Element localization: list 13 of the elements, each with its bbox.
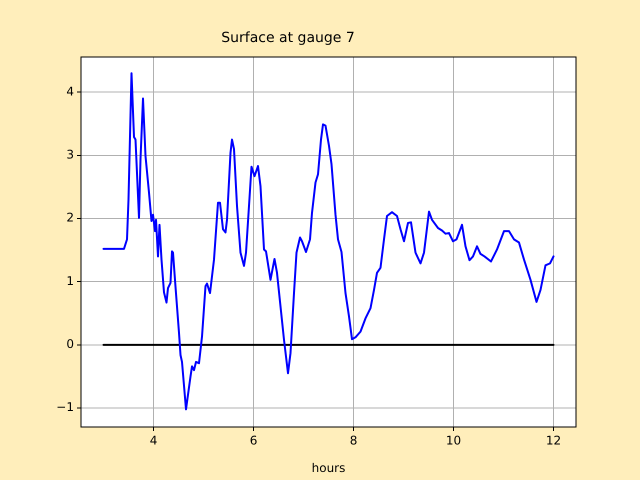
y-tick-label: 0 xyxy=(66,337,74,351)
y-tick-label: −1 xyxy=(56,400,74,414)
y-tick-label: 1 xyxy=(66,274,74,288)
x-tick-label: 8 xyxy=(350,433,358,448)
chart-title: Surface at gauge 7 xyxy=(221,30,355,46)
x-tick-label: 4 xyxy=(150,433,158,448)
y-tick-label: 4 xyxy=(66,84,74,98)
y-tick-label: 3 xyxy=(66,147,74,162)
x-tick-label: 6 xyxy=(250,433,258,448)
x-tick-label: 10 xyxy=(446,433,462,448)
x-axis-title: hours xyxy=(312,460,346,475)
y-tick-label: 2 xyxy=(66,210,74,225)
x-tick-label: 12 xyxy=(546,433,562,448)
